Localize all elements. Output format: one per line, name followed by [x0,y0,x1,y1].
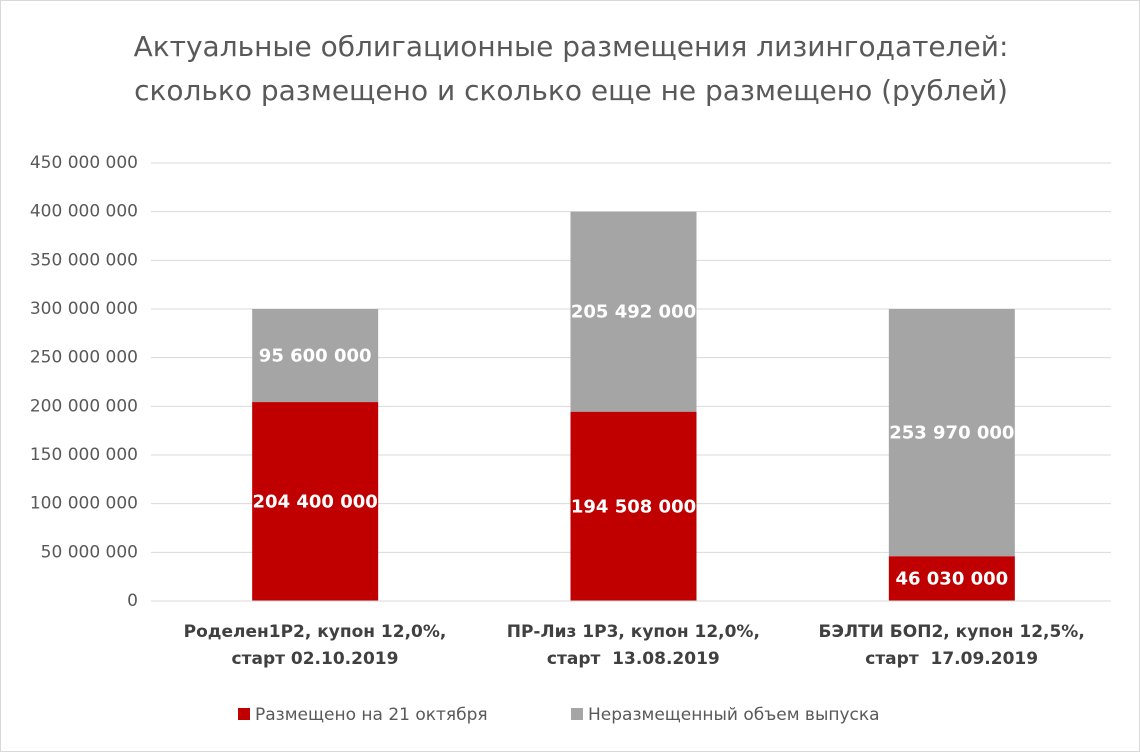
bar-segment [252,402,379,601]
chart-title: Актуальные облигационные размещения лизи… [133,30,1009,107]
bar-segment [570,211,697,412]
y-tick-label: 350 000 000 [30,250,138,270]
bar-segment [252,309,379,403]
x-tick-label: БЭЛТИ БОП2, купон 12,5%, старт 17.09.201… [818,622,1085,669]
legend-label: Размещено на 21 октября [255,705,488,725]
value-label: 194 508 000 [571,496,696,517]
y-tick-label: 400 000 000 [30,202,138,222]
y-tick-label: 150 000 000 [30,445,138,465]
value-label: 205 492 000 [571,302,696,323]
value-label: 253 970 000 [889,423,1014,444]
x-tick-label: Роделен1Р2, купон 12,0%, старт 02.10.201… [183,622,447,669]
value-label: 95 600 000 [259,346,372,367]
legend-swatch [238,708,250,720]
y-tick-label: 100 000 000 [30,494,138,514]
y-tick-label: 0 [127,591,138,611]
bar-segment [570,411,697,601]
bar-segment [888,556,1015,601]
legend-label: Неразмещенный объем выпуска [588,705,880,725]
y-tick-label: 250 000 000 [30,348,138,368]
y-tick-label: 300 000 000 [30,299,138,319]
value-label: 46 030 000 [895,569,1008,590]
legend-swatch [571,708,583,720]
bar-segment [888,309,1015,557]
y-tick-label: 200 000 000 [30,396,138,416]
value-label: 204 400 000 [253,492,378,513]
y-tick-label: 450 000 000 [30,153,138,173]
x-tick-label: ПР-Лиз 1Р3, купон 12,0%, старт 13.08.201… [506,622,760,669]
y-tick-label: 50 000 000 [41,542,138,562]
